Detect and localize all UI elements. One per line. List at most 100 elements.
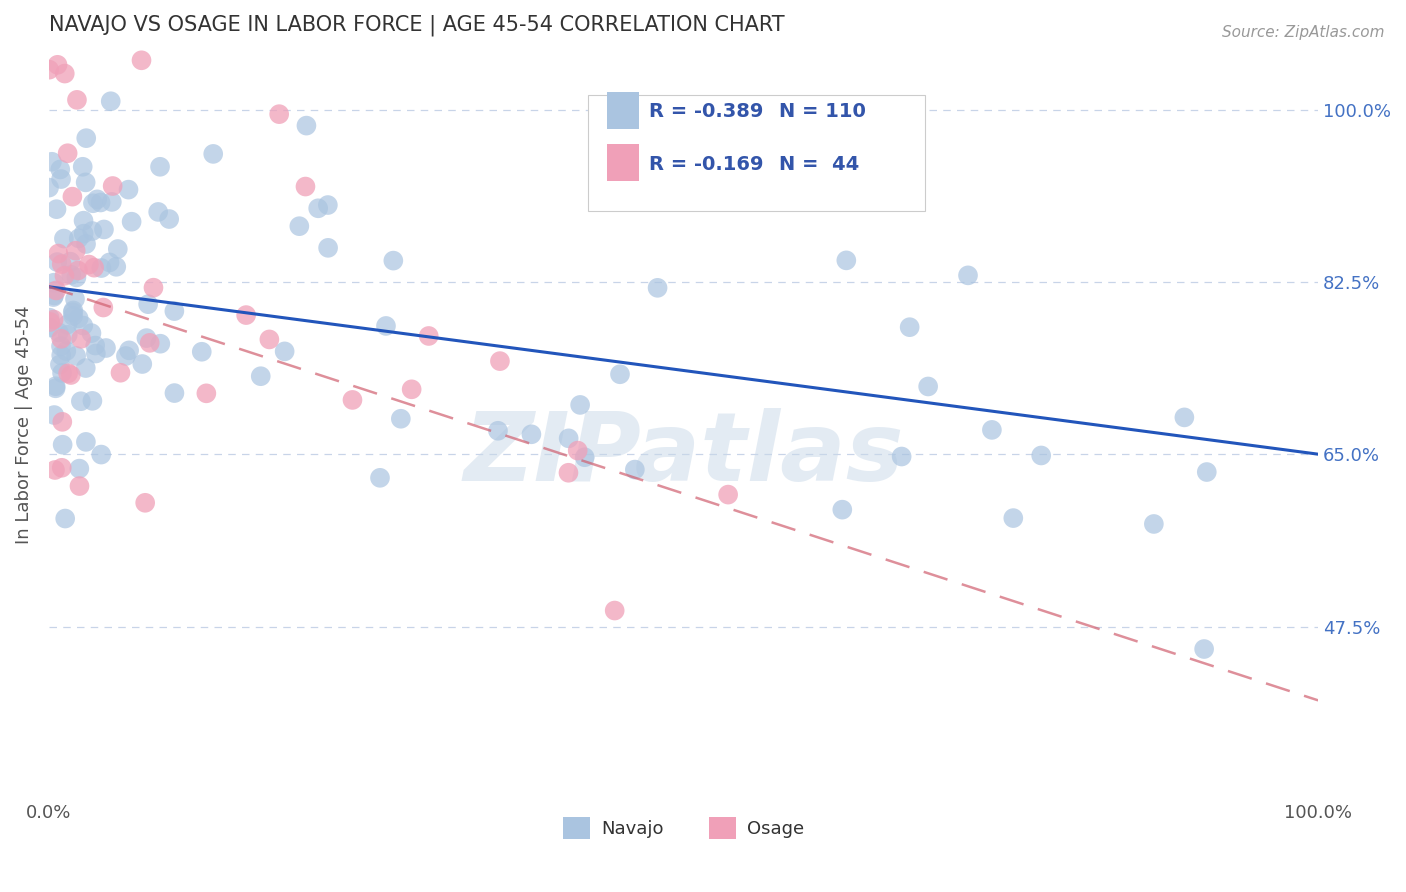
Point xyxy=(42,276,65,290)
Point xyxy=(149,160,172,174)
Point xyxy=(45,379,67,393)
Point xyxy=(62,305,84,319)
Point xyxy=(67,311,90,326)
Point xyxy=(82,224,104,238)
Point xyxy=(418,329,440,343)
Point xyxy=(75,361,97,376)
Point xyxy=(46,246,69,260)
Point xyxy=(105,260,128,274)
Point xyxy=(38,310,60,325)
Point xyxy=(60,268,83,282)
Point xyxy=(389,411,412,425)
Point xyxy=(49,339,72,353)
Point xyxy=(53,268,76,283)
Point xyxy=(60,189,83,203)
Point xyxy=(70,394,93,409)
Point xyxy=(269,107,291,121)
Point xyxy=(62,303,84,318)
Point xyxy=(191,344,214,359)
Point xyxy=(917,379,939,393)
Point xyxy=(567,443,589,458)
Point xyxy=(609,368,631,382)
Point xyxy=(107,242,129,256)
Point xyxy=(118,343,141,358)
Point xyxy=(202,147,225,161)
Point xyxy=(53,511,76,525)
Point xyxy=(316,241,339,255)
Point xyxy=(235,308,257,322)
Point xyxy=(45,381,67,395)
Point xyxy=(100,95,122,109)
Point xyxy=(1195,465,1218,479)
Point xyxy=(717,487,740,501)
Point xyxy=(98,255,121,269)
Point xyxy=(72,160,94,174)
Point xyxy=(72,318,94,333)
Point xyxy=(831,502,853,516)
Point xyxy=(1031,449,1053,463)
Point xyxy=(46,255,69,269)
Point xyxy=(101,179,124,194)
Point xyxy=(69,479,91,493)
Point xyxy=(52,231,75,245)
Point xyxy=(70,332,93,346)
Point xyxy=(51,460,73,475)
Point xyxy=(134,496,156,510)
Point xyxy=(49,162,72,177)
Point xyxy=(259,333,281,347)
Point xyxy=(86,192,108,206)
Point xyxy=(574,450,596,465)
Point xyxy=(62,309,84,323)
Point xyxy=(42,288,65,302)
Point xyxy=(110,366,132,380)
Point xyxy=(49,358,72,372)
Point xyxy=(56,327,79,342)
Text: NAVAJO VS OSAGE IN LABOR FORCE | AGE 45-54 CORRELATION CHART: NAVAJO VS OSAGE IN LABOR FORCE | AGE 45-… xyxy=(49,15,785,37)
Point xyxy=(375,318,398,333)
Point xyxy=(72,227,94,241)
Point xyxy=(136,297,159,311)
Text: ZIPatlas: ZIPatlas xyxy=(463,408,904,501)
Point xyxy=(148,205,170,219)
Point xyxy=(51,257,73,271)
Point xyxy=(382,253,405,268)
Point xyxy=(80,326,103,340)
Point xyxy=(1192,642,1215,657)
Point xyxy=(138,335,160,350)
Point xyxy=(569,398,592,412)
Point xyxy=(135,331,157,345)
Point xyxy=(117,183,139,197)
Point xyxy=(42,290,65,304)
Point xyxy=(163,386,186,401)
Point xyxy=(75,237,97,252)
Point xyxy=(342,392,364,407)
Point xyxy=(131,357,153,371)
Point xyxy=(163,304,186,318)
Legend: Navajo, Osage: Navajo, Osage xyxy=(555,809,811,846)
Point xyxy=(51,332,73,346)
Point xyxy=(38,180,60,194)
Point xyxy=(77,258,100,272)
Point xyxy=(66,93,89,107)
Text: N =  44: N = 44 xyxy=(779,155,859,175)
Point xyxy=(91,301,114,315)
Point xyxy=(51,415,73,429)
Point xyxy=(75,131,97,145)
Point xyxy=(249,369,271,384)
Point xyxy=(56,366,79,380)
Text: R = -0.169: R = -0.169 xyxy=(650,155,763,175)
Point xyxy=(368,471,391,485)
Point xyxy=(46,58,69,72)
Point xyxy=(41,154,63,169)
Point xyxy=(1002,511,1025,525)
Point xyxy=(1143,516,1166,531)
Point xyxy=(65,349,87,363)
FancyBboxPatch shape xyxy=(607,144,640,181)
Y-axis label: In Labor Force | Age 45-54: In Labor Force | Age 45-54 xyxy=(15,305,32,544)
Point xyxy=(67,461,90,475)
Text: Source: ZipAtlas.com: Source: ZipAtlas.com xyxy=(1222,25,1385,40)
Point xyxy=(647,281,669,295)
Point xyxy=(898,320,921,334)
Point xyxy=(316,198,339,212)
Point xyxy=(56,146,79,161)
